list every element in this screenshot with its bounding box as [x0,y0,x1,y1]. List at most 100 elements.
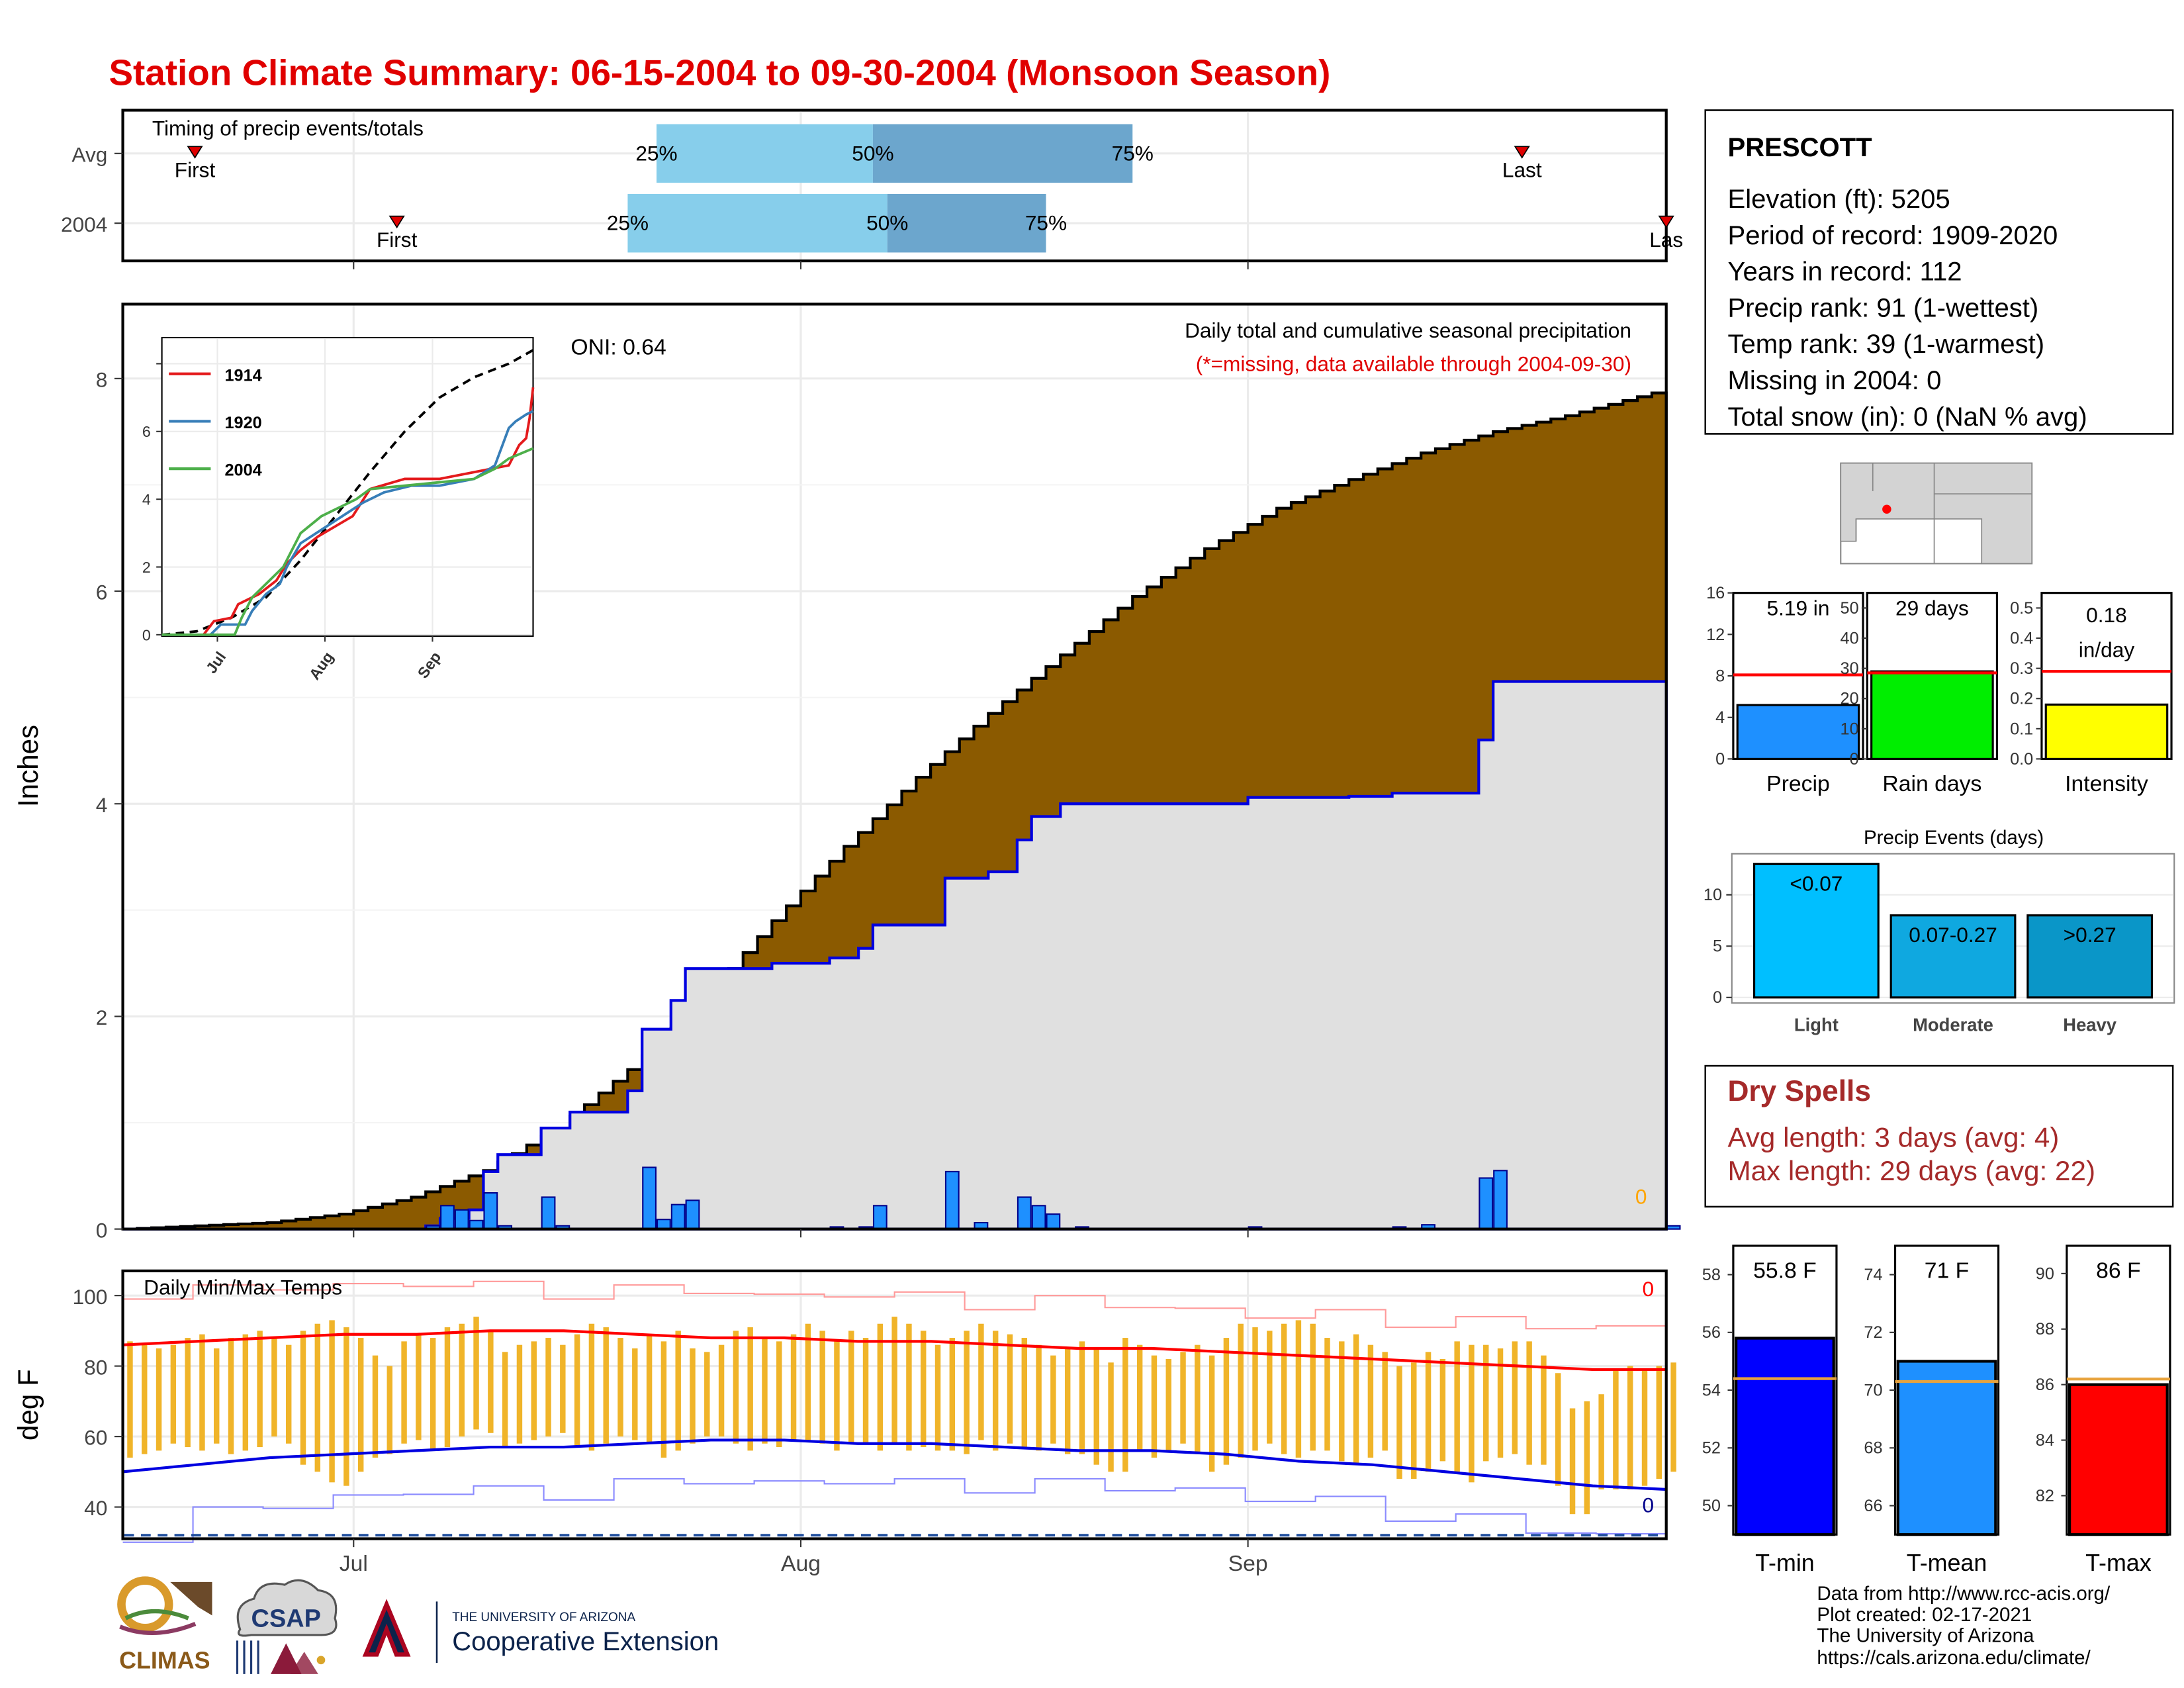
daily-temp-range-bar [1526,1341,1532,1465]
events-bar-heavy [2026,914,2154,999]
daily-temp-range-bar [660,1341,667,1458]
daily-temp-range-bar [1223,1338,1230,1465]
inset-y-tick-label: 0 [142,626,151,643]
timing-label: Timing of precip events/totals [152,116,424,140]
daily-temp-range-bar [805,1323,811,1440]
daily-temp-range-bar [387,1366,392,1454]
daily-temp-range-bar [1613,1369,1619,1489]
daily-temp-range-bar [964,1331,970,1454]
daily-temp-range-bar [762,1338,768,1444]
temp-panel: Daily Min/Max Temps 0 0 deg F 40 60 80 100 J… [13,1269,1676,1576]
daily-temp-range-bar [877,1323,884,1451]
timing-pct-label: 75% [1025,211,1067,235]
daily-temp-range-bar [1295,1320,1302,1458]
university-of-arizona-logo: THE UNIVERSITY OF ARIZONA Cooperative Ex… [362,1599,719,1664]
mini-chart-y-tick-label: 16 [1706,584,1725,602]
mini-chart-y-tick-label: 10 [1841,720,1859,738]
events-bar-label: 0.07-0.27 [1909,923,1997,947]
dry-spells-avg: Avg length: 3 days (avg: 4) [1727,1121,2059,1152]
daily-temp-range-bar [473,1317,479,1430]
station-info-line: Temp rank: 39 (1-warmest) [1727,330,2044,359]
dry-spells-frame [1704,1064,2174,1208]
inset-legend-label: 2004 [224,461,261,480]
daily-temp-range-bar [1656,1366,1662,1479]
timing-bar-q1 [627,193,887,253]
daily-temp-range-bar [776,1341,782,1448]
timing-pct-label: 75% [1112,141,1154,165]
daily-temp-range-bar [819,1331,825,1444]
inset-frame [161,336,534,637]
daily-precip-bar [1666,1225,1681,1230]
record-min-line [122,1477,1666,1543]
temp-summary-value-bar [1896,1360,1997,1536]
mini-chart-precip: 5.19 in 0 4 8 12 16 Precip [1706,584,1864,796]
daily-temp-range-bar [314,1323,321,1472]
ua-logo-small-text: THE UNIVERSITY OF ARIZONA [452,1611,635,1624]
daily-temp-range-bar [271,1338,277,1437]
events-category-label: Light [1794,1014,1839,1035]
daily-temp-range-bar [1281,1323,1287,1454]
daily-temp-range-bar [1252,1327,1258,1451]
daily-temp-range-bar [1569,1408,1576,1515]
daily-temp-range-bar [1339,1341,1345,1462]
temp-y-tick-label: 100 [73,1285,108,1309]
daily-temp-range-bar [560,1344,566,1433]
station-name: PRESCOTT [1727,133,1872,162]
temp-label: Daily Min/Max Temps [144,1276,342,1299]
locator-map [1840,462,2033,565]
temp-summary-y-tick-label: 72 [1864,1323,1882,1342]
timing-pct-label: 25% [607,211,649,235]
timing-marker [187,146,203,159]
temp-summary-y-tick-label: 84 [2036,1431,2054,1450]
inset-y-tick-label: 2 [142,559,151,576]
daily-temp-range-bar [401,1341,407,1444]
mini-chart-value-bar [1870,670,1994,761]
oni-label: ONI: 0.64 [570,334,666,359]
daily-temp-range-bar [1050,1355,1056,1444]
map-land [1840,462,2033,565]
daily-temp-range-bar [1382,1352,1388,1451]
mini-chart-label: Precip [1766,771,1830,796]
daily-temp-range-bar [1483,1344,1489,1462]
daily-temp-range-bar [1598,1394,1604,1489]
daily-temp-range-bar [1007,1334,1013,1444]
daily-temp-range-bar [790,1334,797,1440]
mini-chart-y-tick-label: 0.5 [2010,599,2033,618]
daily-precip-bar [1046,1213,1061,1230]
credit-line: Plot created: 02-17-2021 [1817,1604,2032,1626]
daily-precip-bar [642,1166,657,1230]
daily-temp-range-bar [170,1344,177,1444]
temp-summary-y-tick-label: 74 [1864,1266,1882,1284]
daily-temp-range-bar [1036,1344,1042,1451]
timing-marker [1514,146,1530,159]
climas-logo: CLIMAS [117,1576,212,1674]
events-bar-label: >0.27 [2064,923,2116,947]
daily-temp-range-bar [1151,1355,1158,1458]
temp-ylabel: deg F [13,1369,44,1440]
events-bar-moderate [1889,914,2017,999]
temp-summary-t-max: 86 F 82 84 86 88 90 T-max [2036,1244,2171,1576]
daily-temp-range-bar [834,1341,840,1451]
mini-chart-rain-days: 29 days 0 10 20 30 40 50 Rain days [1841,592,1999,796]
temp-summary-t-mean: 71 F 66 68 70 72 74 T-mean [1864,1244,2000,1576]
timing-marker-label: First [377,228,418,252]
mini-chart-y-tick-label: 12 [1706,626,1725,644]
temp-summary-y-tick-label: 52 [1702,1439,1721,1458]
daily-temp-range-bar [978,1323,984,1440]
daily-precip-bar [685,1199,700,1230]
dry-spells-title: Dry Spells [1727,1075,1870,1107]
temp-summary-y-tick-label: 56 [1702,1323,1721,1342]
daily-temp-range-bar [646,1334,653,1444]
daily-temp-range-bar [329,1320,335,1483]
mini-chart-y-tick-label: 50 [1841,599,1859,618]
precip-frame [121,303,1668,1231]
daily-temp-range-bar [1180,1352,1186,1444]
daily-temp-range-bar [228,1338,234,1454]
mini-chart-y-tick-label: 30 [1841,659,1859,678]
temp-frame [121,1269,1668,1540]
climas-logo-text: CLIMAS [119,1648,210,1674]
daily-temp-range-bar [1641,1369,1648,1486]
daily-precip-bar [944,1170,960,1230]
daily-temp-range-bar [1165,1358,1171,1451]
